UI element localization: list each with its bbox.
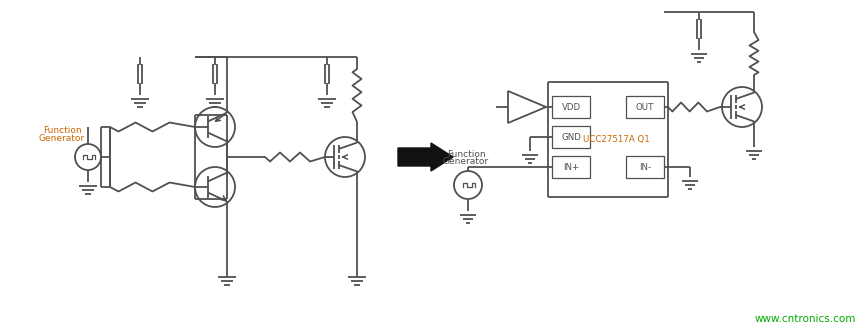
Text: Generator: Generator	[39, 134, 85, 143]
Text: VDD: VDD	[561, 103, 580, 112]
Bar	[626, 156, 664, 178]
FancyArrow shape	[398, 143, 453, 171]
Text: www.cntronics.com: www.cntronics.com	[754, 314, 856, 324]
Text: IN-: IN-	[639, 162, 651, 172]
Bar	[626, 96, 664, 118]
Text: IN+: IN+	[563, 162, 579, 172]
Bar	[552, 126, 590, 148]
Text: Generator: Generator	[443, 157, 489, 166]
Text: UCC27517A Q1: UCC27517A Q1	[583, 135, 650, 144]
Text: GND: GND	[561, 132, 581, 141]
Text: Function: Function	[42, 126, 81, 135]
Text: Function: Function	[447, 150, 485, 159]
Bar	[552, 96, 590, 118]
Text: OUT: OUT	[636, 103, 654, 112]
Bar	[552, 156, 590, 178]
